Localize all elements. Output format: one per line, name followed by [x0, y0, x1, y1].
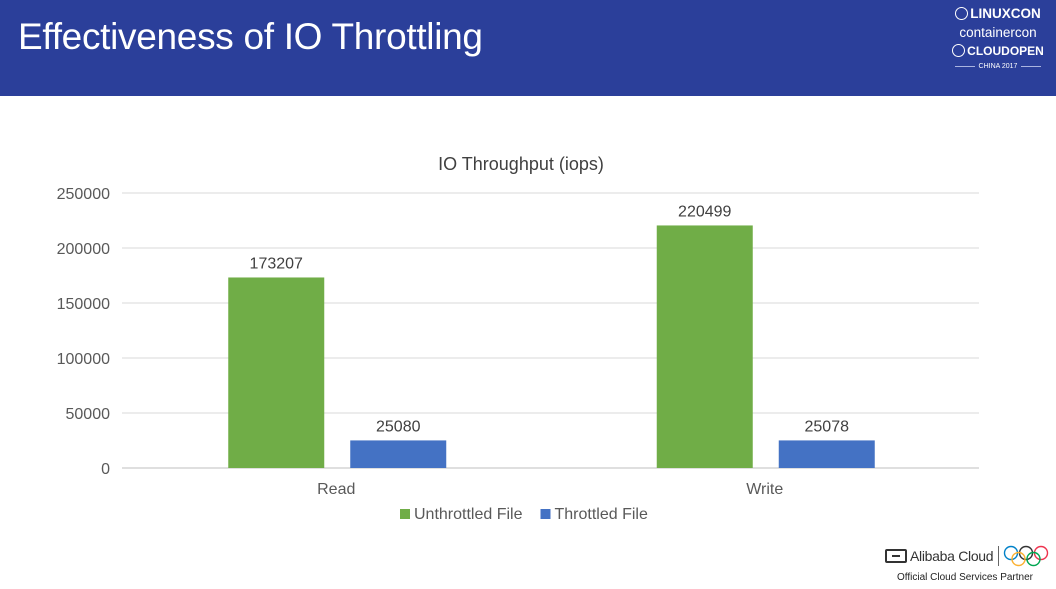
data-label: 25080 [376, 418, 421, 435]
chart-title: IO Throughput (iops) [438, 154, 604, 174]
data-label: 220499 [678, 203, 731, 220]
conference-linuxcon: LINUXCON [970, 6, 1041, 21]
linux-icon [955, 7, 969, 20]
legend-swatch [400, 509, 410, 519]
partner-label: Official Cloud Services Partner [897, 572, 1033, 583]
conference-cloudopen: CLOUDOPEN [967, 44, 1044, 58]
cloud-icon [952, 44, 966, 57]
y-tick-label: 100000 [57, 351, 110, 368]
y-tick-label: 200000 [57, 241, 110, 258]
y-tick-label: 150000 [57, 296, 110, 313]
throughput-chart: IO Throughput (iops) 0 50000 100000 150000 2… [57, 154, 979, 523]
bar-unthrottled-file-read [228, 277, 325, 468]
bars: 173207 25080 220499 25078 [228, 203, 875, 468]
data-label: 25078 [805, 418, 850, 435]
conference-containercon: containercon [959, 25, 1037, 40]
conference-location: CHINA 2017 [978, 63, 1018, 70]
brand-name: Alibaba Cloud [910, 548, 994, 564]
data-label: 173207 [250, 255, 303, 272]
conference-logo: LINUXCON containercon CLOUDOPEN CHINA 20… [950, 4, 1046, 70]
bar-throttled-file-read [350, 440, 447, 468]
bar-throttled-file-write [778, 440, 875, 468]
x-tick-label: Read [317, 481, 355, 498]
y-axis-ticks: 0 50000 100000 150000 200000 250000 [57, 186, 110, 478]
slide-title: Effectiveness of IO Throttling [18, 16, 483, 57]
slide-header: Effectiveness of IO Throttling LINUXCON … [0, 0, 1056, 96]
legend-label: Unthrottled File [414, 506, 523, 523]
alibaba-cloud-icon [885, 549, 907, 563]
y-tick-label: 250000 [57, 186, 110, 203]
legend: Unthrottled File Throttled File [400, 506, 648, 523]
x-tick-label: Write [746, 481, 783, 498]
x-axis-ticks: Read Write [317, 481, 783, 498]
y-tick-label: 50000 [66, 406, 111, 423]
bar-unthrottled-file-write [656, 225, 753, 468]
legend-swatch [540, 509, 551, 519]
legend-label: Throttled File [555, 506, 648, 523]
alibaba-cloud-logo: Alibaba Cloud [885, 545, 1053, 567]
y-tick-label: 0 [101, 461, 110, 478]
olympic-rings-icon [1004, 545, 1049, 567]
